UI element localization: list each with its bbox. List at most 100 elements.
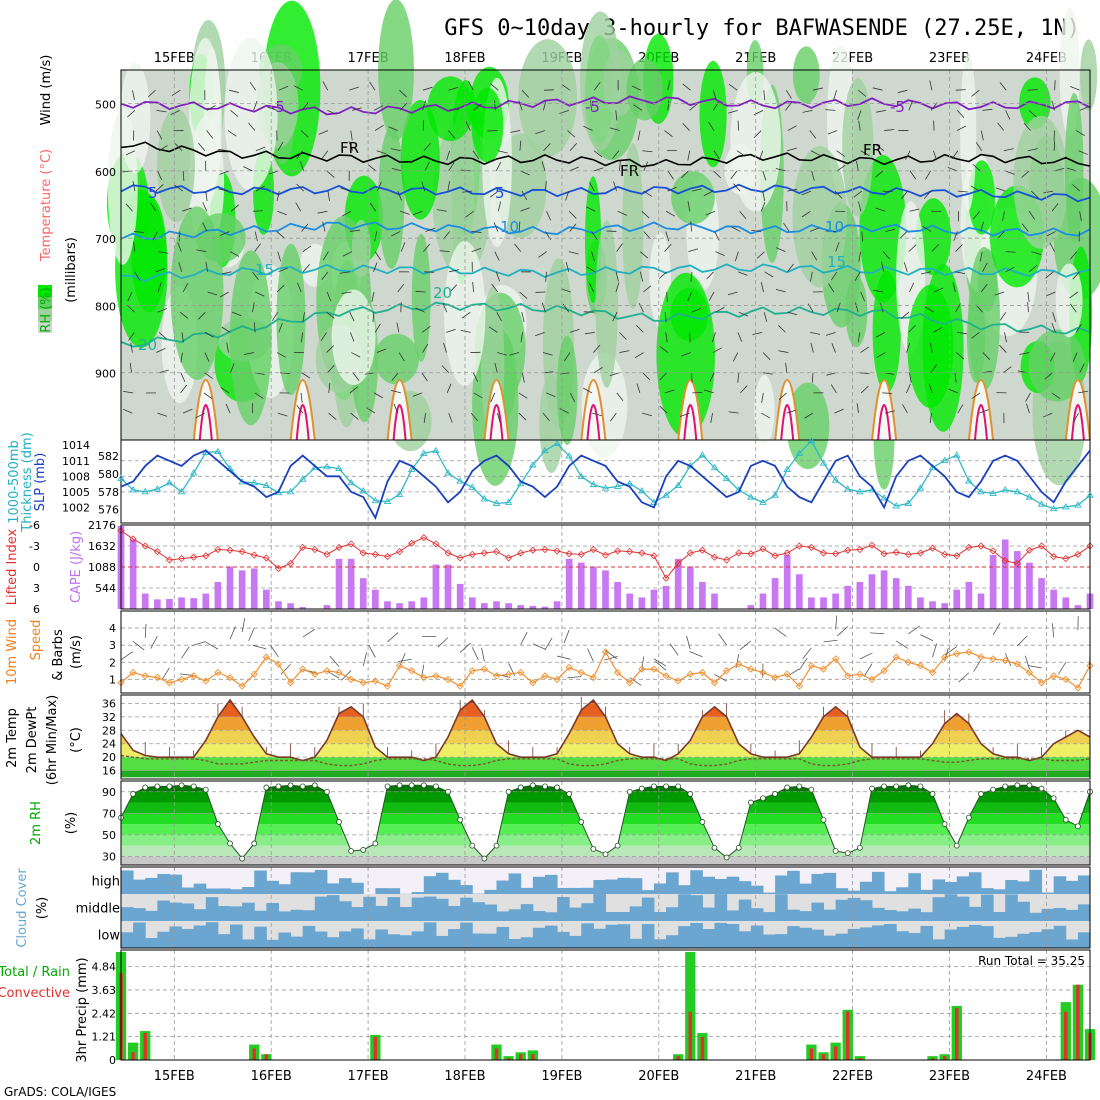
rh-point xyxy=(372,840,379,847)
wind-barb xyxy=(302,263,310,273)
wind-barb xyxy=(931,244,939,252)
li-point xyxy=(747,550,755,558)
li-point xyxy=(941,550,949,558)
rh-point xyxy=(566,791,573,797)
wind-barb xyxy=(564,352,571,362)
wind-barb xyxy=(317,210,328,214)
li-point xyxy=(359,549,367,557)
wind-barb xyxy=(954,372,957,383)
li-point xyxy=(347,540,355,548)
wind-barb xyxy=(858,120,861,131)
wind-barb xyxy=(205,191,208,202)
cloud-bar xyxy=(799,883,812,894)
cloud-bar xyxy=(956,896,970,921)
rh-blob xyxy=(107,108,138,265)
wind-barb xyxy=(321,150,329,159)
cloud-bar xyxy=(993,912,1006,921)
li-point xyxy=(1074,550,1082,558)
wind-barb xyxy=(613,181,617,192)
thickness-point xyxy=(1013,487,1022,495)
wind-barb xyxy=(473,392,483,399)
cloud-bar xyxy=(375,905,388,921)
wind-speed-point xyxy=(1074,684,1082,692)
wind-barb xyxy=(490,83,499,91)
wind-barb xyxy=(664,130,673,137)
rh-point xyxy=(760,795,766,802)
wind-barb xyxy=(980,221,984,232)
wind-barb xyxy=(834,408,844,414)
wind-barb xyxy=(127,304,135,313)
cloud-bar xyxy=(859,900,873,921)
wind-barb xyxy=(518,100,523,111)
date-label-bottom: 22FEB xyxy=(832,1069,873,1084)
wind-barb xyxy=(776,247,786,253)
wind-barb xyxy=(873,289,884,293)
wind-barb xyxy=(462,190,473,193)
cloud-bar xyxy=(496,926,510,948)
li-line xyxy=(120,530,1091,580)
wind-barb xyxy=(664,243,672,252)
panel-label: (m/s) xyxy=(69,635,84,669)
temp-band xyxy=(121,770,1090,778)
wind-barb xyxy=(835,242,840,252)
wind-barb xyxy=(541,161,546,172)
wind-speed-point xyxy=(504,670,513,678)
wind-barb xyxy=(1005,266,1015,273)
wind-barb xyxy=(740,385,748,394)
wind-barb xyxy=(836,164,846,172)
wind-barb xyxy=(488,326,498,333)
li-point xyxy=(202,552,210,560)
rh-point xyxy=(844,850,851,857)
wind-barb xyxy=(415,307,425,313)
wind-barb xyxy=(909,372,912,383)
wind-speed-point xyxy=(335,668,343,677)
wind-barb xyxy=(586,266,596,273)
cloud-bar xyxy=(908,932,921,948)
wind-barb xyxy=(859,372,870,375)
thickness-point xyxy=(831,476,840,483)
wind-barb xyxy=(399,210,410,215)
wind-barb xyxy=(860,150,870,156)
wind-speed-point xyxy=(553,675,561,683)
cloud-bar xyxy=(435,935,449,948)
rh-point xyxy=(747,799,754,806)
wind-barb xyxy=(171,89,181,97)
wind-barb xyxy=(320,332,327,341)
thickness-point xyxy=(1086,491,1094,498)
wind-speed-point xyxy=(807,662,816,670)
wind-barb xyxy=(206,130,214,139)
wind-speed-point xyxy=(202,677,210,685)
surface-wind-barb xyxy=(835,615,838,630)
cloud-bar xyxy=(1077,875,1091,894)
wind-barb xyxy=(494,362,498,373)
cloud-bar xyxy=(811,929,825,948)
rh-point xyxy=(190,783,197,790)
thickness-point xyxy=(286,487,295,495)
wind-barb xyxy=(826,230,837,232)
li-point xyxy=(153,548,161,556)
wind-barb xyxy=(133,231,144,233)
wind-barb xyxy=(221,326,231,333)
wind-barb xyxy=(999,311,1007,321)
panel-label: Thickness (dm) xyxy=(20,432,35,532)
cloud-bar xyxy=(351,928,364,948)
cloud-bar xyxy=(254,926,267,948)
cloud-bar xyxy=(435,898,449,921)
cloud-bar xyxy=(605,924,619,948)
surface-wind-barb xyxy=(587,648,594,662)
precip-convective-bar xyxy=(373,1036,378,1060)
wind-barb xyxy=(876,109,887,113)
wind-speed-line xyxy=(120,650,1091,689)
wind-barb xyxy=(778,392,787,400)
cloud-bar xyxy=(690,870,703,894)
cloud-bar xyxy=(871,907,885,921)
wind-barb xyxy=(704,389,714,394)
pressure-tick: 600 xyxy=(95,166,116,179)
wind-barb xyxy=(761,392,764,403)
rh-blob xyxy=(786,382,830,470)
wind-barb xyxy=(642,150,653,153)
thickness-point xyxy=(141,487,150,495)
rh-point xyxy=(251,840,258,847)
wind-barb xyxy=(277,251,282,262)
wind-barb xyxy=(802,109,813,113)
